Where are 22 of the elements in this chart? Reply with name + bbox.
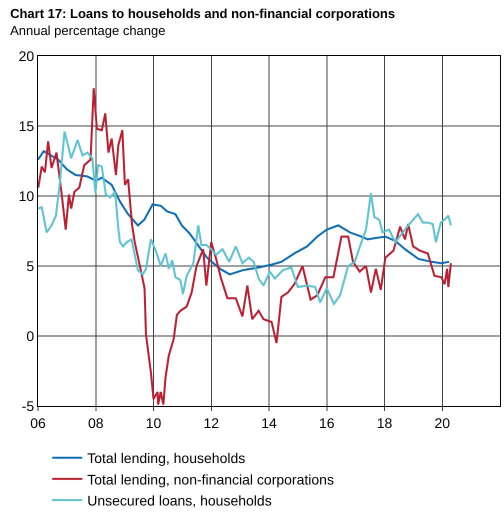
x-tick-label: 14 xyxy=(261,414,277,431)
line-series xyxy=(38,87,452,406)
x-tick-label: 16 xyxy=(318,414,335,431)
chart-title: Chart 17: Loans to households and non-financial corporations xyxy=(10,6,396,22)
line-series xyxy=(38,130,452,305)
y-tick-label: 15 xyxy=(18,118,34,134)
x-tick-label: 10 xyxy=(146,414,162,431)
legend-label: Total lending, households xyxy=(87,450,246,466)
y-tick-label: 20 xyxy=(18,48,34,64)
x-tick-label: 18 xyxy=(376,414,392,431)
legend-label: Total lending, non-financial corporations xyxy=(87,471,334,488)
chart-subtitle: Annual percentage change xyxy=(10,23,166,38)
y-tick-label: 0 xyxy=(26,328,34,344)
x-tick-label: 20 xyxy=(434,414,450,431)
x-tick-label: 06 xyxy=(30,414,46,431)
x-tick-label: 12 xyxy=(203,414,220,431)
line-series xyxy=(38,150,450,276)
y-tick-label: 10 xyxy=(18,188,34,204)
y-tick-label: -5 xyxy=(22,398,34,414)
y-tick-label: 5 xyxy=(26,258,34,274)
x-tick-label: 08 xyxy=(88,414,104,431)
legend-label: Unsecured loans, households xyxy=(87,492,272,509)
